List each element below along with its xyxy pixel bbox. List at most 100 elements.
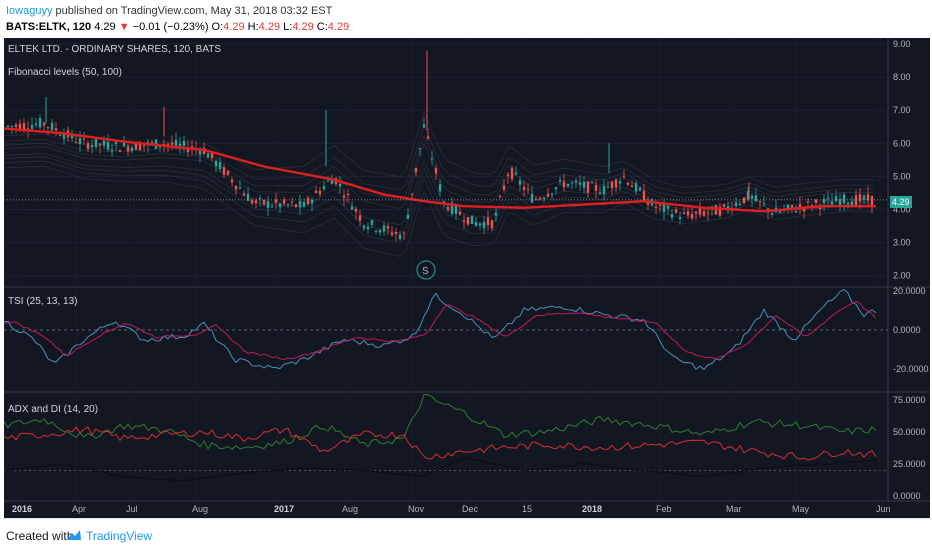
price-badge: 4.29 (890, 196, 912, 208)
candle-body (286, 204, 290, 206)
candle-body (790, 205, 794, 208)
candle-body (414, 167, 418, 173)
candle-body (42, 122, 46, 126)
candle-body (758, 201, 762, 203)
adx-line (4, 456, 877, 482)
candle-body (482, 222, 486, 229)
candle-body (454, 205, 458, 214)
candle-body (338, 183, 342, 187)
candle-body (550, 193, 554, 195)
chart-area[interactable]: 9.00 8.00 7.00 6.00 5.00 4.00 3.00 2.00 20.0000 0… (4, 38, 930, 518)
adx-axis-label: 25.0000 (893, 459, 926, 469)
candle-body (570, 182, 574, 184)
candle-body (526, 188, 530, 190)
candle-body (346, 193, 350, 196)
candle-body (378, 230, 382, 233)
candle-body (78, 138, 82, 144)
fibonacci-indicator-title[interactable]: Fibonacci levels (50, 100) (8, 67, 122, 78)
candle-body (242, 193, 246, 196)
candle-body (382, 225, 386, 232)
candle-body (562, 181, 566, 188)
candle-body (554, 187, 558, 190)
adx-indicator-title[interactable]: ADX and DI (14, 20) (8, 404, 98, 415)
candle-body (722, 204, 726, 207)
candle-body (522, 186, 526, 191)
time-axis-label: Nov (408, 504, 425, 514)
candle-body (662, 204, 666, 213)
time-axis-label: 2016 (12, 504, 32, 514)
candle-body (250, 200, 254, 204)
candle-body (814, 199, 818, 203)
candle-body (666, 205, 670, 209)
candle-body (294, 204, 298, 208)
candle-body (50, 122, 54, 131)
candle-body (622, 175, 626, 177)
price-axis-label: 9.00 (893, 39, 911, 49)
candle-body (150, 141, 154, 143)
candle-body (394, 231, 398, 235)
candle-body (746, 191, 750, 200)
adx-panel (4, 393, 877, 482)
candle-body (726, 205, 730, 210)
candle-body (226, 170, 230, 175)
candle-body (634, 183, 638, 192)
candle-body (870, 195, 874, 206)
di-minus-line (4, 426, 877, 461)
candle-body (418, 148, 422, 150)
chart-canvas[interactable]: 9.00 8.00 7.00 6.00 5.00 4.00 3.00 2.00 20.0000 0… (4, 38, 930, 518)
header: Iowaguyy published on TradingView.com, M… (0, 0, 932, 38)
high-value: 4.29 (258, 21, 281, 33)
candle-body (834, 195, 838, 202)
tradingview-link[interactable]: TradingView (86, 529, 153, 543)
candle-body (302, 201, 306, 207)
tsi-indicator-title[interactable]: TSI (25, 13, 13) (8, 296, 77, 307)
candle-body (174, 139, 178, 146)
published-text: published on TradingView.com, May 31, 20… (52, 5, 333, 17)
price-change: −0.01 (−0.23%) (132, 21, 209, 33)
time-axis-label: Jul (126, 504, 138, 514)
tradingview-logo-icon[interactable] (66, 528, 82, 542)
candle-body (714, 205, 718, 215)
candle-body (122, 142, 126, 147)
candle-body (38, 118, 42, 128)
candle-body (718, 206, 722, 216)
down-triangle-icon: ▼ (118, 21, 130, 33)
candle-body (610, 181, 614, 189)
close-value: 4.29 (327, 21, 350, 33)
candle-body (170, 142, 174, 145)
s-marker[interactable]: S (416, 260, 436, 280)
candle-body (74, 142, 78, 144)
candle-body (386, 226, 390, 229)
time-axis-label: Feb (656, 504, 672, 514)
candle-body (318, 190, 322, 195)
candle-body (134, 142, 138, 150)
candle-body (670, 213, 674, 218)
candle-body (858, 194, 862, 202)
candle-body (326, 180, 330, 182)
grid-lines (4, 38, 930, 502)
candle-body (142, 145, 146, 147)
candle-body (270, 205, 274, 207)
candle-body (422, 124, 426, 128)
candle-body (686, 211, 690, 216)
candle-body (618, 181, 622, 184)
tsi-line (4, 289, 877, 371)
candle-body (210, 153, 214, 159)
candle-body (538, 197, 542, 200)
candle-body (230, 179, 234, 183)
candle-body (582, 181, 586, 188)
candle-body (282, 199, 286, 204)
candle-body (614, 179, 618, 188)
candle-body (198, 150, 202, 155)
tsi-signal-line (4, 300, 877, 361)
candle-body (10, 126, 14, 128)
candle-body (262, 200, 266, 205)
candle-body (234, 185, 238, 190)
candle-body (322, 186, 326, 190)
high-label: H: (244, 21, 259, 33)
candle-body (602, 185, 606, 195)
candle-body (206, 153, 210, 158)
candle-body (266, 201, 270, 209)
author-link[interactable]: Iowaguyy (6, 5, 53, 17)
candle-body (330, 178, 334, 185)
